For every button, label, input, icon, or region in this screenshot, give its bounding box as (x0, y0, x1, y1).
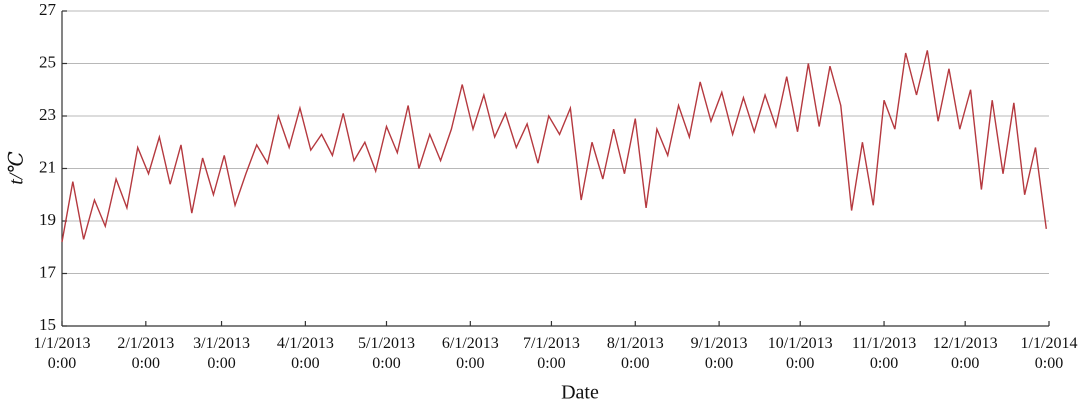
y-tick-label: 25 (39, 52, 56, 71)
x-tick-label-line: 8/1/2013 (607, 335, 664, 352)
x-tick-label: 10/1/2013 0:00 (768, 335, 833, 372)
x-tick-label-line: 3/1/2013 (193, 335, 250, 352)
x-tick-label-line: 1/1/2013 (34, 335, 91, 352)
x-tick-label-line: 9/1/2013 (691, 335, 748, 352)
x-tick-label-line: 0:00 (207, 355, 235, 372)
x-tick-label-line: 0:00 (786, 355, 814, 372)
x-tick-label: 8/1/2013 0:00 (607, 335, 664, 372)
x-tick-label-line: 10/1/2013 (768, 335, 833, 352)
y-tick-label: 21 (39, 157, 56, 176)
x-tick-label-line: 0:00 (870, 355, 898, 372)
x-tick-label-line: 0:00 (132, 355, 160, 372)
x-tick-label: 12/1/2013 0:00 (933, 335, 998, 372)
x-tick-label: 9/1/2013 0:00 (691, 335, 748, 372)
y-axis-label: t/℃ (6, 151, 28, 185)
x-tick-label-line: 0:00 (372, 355, 400, 372)
y-tick-label: 17 (39, 262, 57, 281)
y-tick-label: 19 (39, 210, 56, 229)
x-tick-label-line: 0:00 (48, 355, 76, 372)
x-tick-label-line: 12/1/2013 (933, 335, 998, 352)
x-tick-label-line: 1/1/2014 (1021, 335, 1078, 352)
x-tick-label-line: 0:00 (1035, 355, 1063, 372)
x-tick-label-line: 0:00 (621, 355, 649, 372)
x-tick-label: 2/1/2013 0:00 (117, 335, 174, 372)
x-tick-label-line: 4/1/2013 (277, 335, 334, 352)
y-tick-label: 23 (39, 105, 56, 124)
x-tick-label: 3/1/2013 0:00 (193, 335, 250, 372)
x-tick-label: 5/1/2013 0:00 (358, 335, 415, 372)
x-tick-label-line: 0:00 (537, 355, 565, 372)
x-tick-label: 11/1/2013 0:00 (852, 335, 916, 372)
x-tick-label-line: 0:00 (456, 355, 484, 372)
x-tick-label-line: 7/1/2013 (523, 335, 580, 352)
x-tick-label: 7/1/2013 0:00 (523, 335, 580, 372)
x-tick-label-line: 0:00 (291, 355, 319, 372)
x-tick-label-line: 11/1/2013 (852, 335, 916, 352)
x-tick-label-line: 6/1/2013 (442, 335, 499, 352)
x-tick-label-line: 5/1/2013 (358, 335, 415, 352)
x-tick-label-line: 0:00 (705, 355, 733, 372)
x-tick-label-line: 2/1/2013 (117, 335, 174, 352)
x-tick-label-line: 0:00 (951, 355, 979, 372)
y-tick-label: 27 (39, 0, 57, 19)
x-tick-label: 1/1/2014 0:00 (1021, 335, 1078, 372)
x-tick-label: 6/1/2013 0:00 (442, 335, 499, 372)
x-tick-label: 4/1/2013 0:00 (277, 335, 334, 372)
y-tick-label: 15 (39, 315, 56, 334)
data-line (61, 50, 1047, 243)
x-axis-label: Date (561, 382, 599, 404)
x-tick-label: 1/1/2013 0:00 (34, 335, 91, 372)
